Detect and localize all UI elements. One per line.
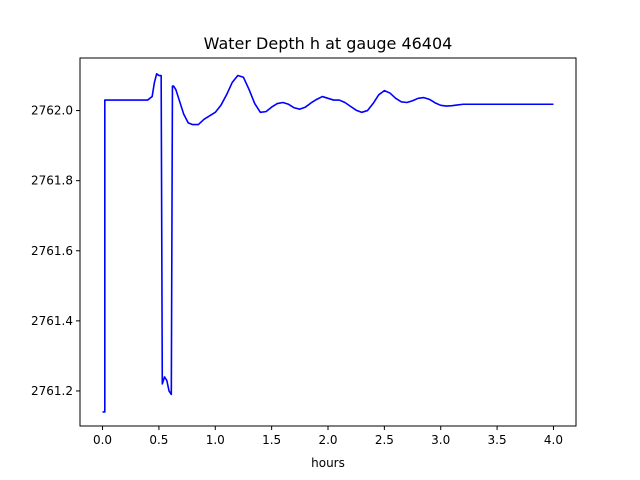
x-tick-label: 4.0 bbox=[544, 433, 563, 447]
x-tick-label: 1.0 bbox=[206, 433, 225, 447]
x-axis-label: hours bbox=[311, 456, 345, 470]
x-axis-ticks: 0.0 0.5 1.0 1.5 2.0 2.5 3.0 3.5 4.0 bbox=[93, 426, 563, 447]
series-line-0 bbox=[102, 72, 554, 413]
y-tick-label: 2761.6 bbox=[31, 244, 73, 258]
y-tick-label: 2761.4 bbox=[31, 314, 73, 328]
x-tick-label: 1.5 bbox=[262, 433, 281, 447]
y-tick-label: 2761.2 bbox=[31, 384, 73, 398]
x-tick-label: 3.0 bbox=[431, 433, 450, 447]
y-axis-ticks: 2761.2 2761.4 2761.6 2761.8 2762.0 bbox=[31, 104, 80, 398]
x-tick-label: 2.0 bbox=[318, 433, 337, 447]
series-layer bbox=[102, 72, 554, 413]
x-tick-label: 3.5 bbox=[488, 433, 507, 447]
plot-area bbox=[80, 58, 576, 426]
plot-frame bbox=[79, 57, 577, 427]
y-tick-label: 2762.0 bbox=[31, 104, 73, 118]
y-tick-label: 2761.8 bbox=[31, 174, 73, 188]
x-tick-label: 0.0 bbox=[93, 433, 112, 447]
x-tick-label: 0.5 bbox=[149, 433, 168, 447]
chart-title: Water Depth h at gauge 46404 bbox=[204, 34, 453, 53]
x-tick-label: 2.5 bbox=[375, 433, 394, 447]
